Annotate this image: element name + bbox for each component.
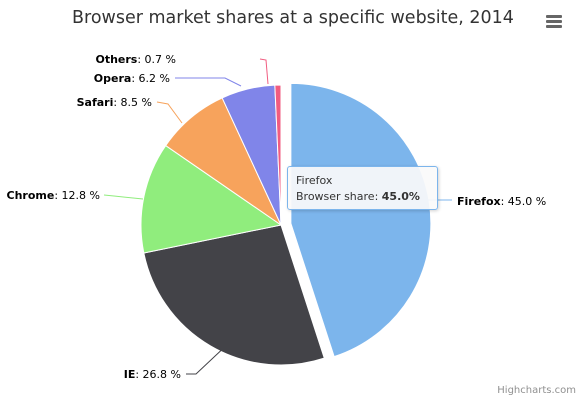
credits-link[interactable]: Highcharts.com [497, 385, 576, 396]
data-label-opera: Opera: 6.2 % [94, 72, 170, 85]
pie-slice-chrome[interactable] [140, 145, 282, 254]
menu-bar-icon [546, 20, 562, 23]
connector-others [259, 58, 269, 85]
pie-slice-others[interactable] [274, 84, 282, 226]
chart-title: Browser market shares at a specific webs… [72, 8, 514, 28]
data-label-others: Others: 0.7 % [95, 53, 176, 66]
menu-bar-icon [546, 15, 562, 18]
data-label-safari: Safari: 8.5 % [77, 96, 152, 109]
pie-slice-firefox[interactable] [290, 82, 432, 358]
data-label-ie: IE: 26.8 % [124, 368, 181, 381]
tooltip: Firefox Browser share: 45.0% [287, 166, 438, 210]
tooltip-series-label: Browser share: [296, 190, 382, 203]
data-label-firefox: Firefox: 45.0 % [457, 195, 546, 208]
tooltip-category: Firefox [296, 174, 333, 187]
menu-bar-icon [546, 25, 562, 28]
connector-safari [156, 101, 183, 124]
data-label-chrome: Chrome: 12.8 % [7, 189, 100, 202]
context-menu-button[interactable] [540, 10, 568, 34]
tooltip-value: 45.0% [381, 190, 420, 203]
pie-slice-ie[interactable] [143, 224, 325, 366]
connector-chrome [103, 194, 144, 200]
connector-opera [175, 77, 242, 87]
connector-ie [186, 341, 231, 375]
tooltip-series-row: Browser share: 45.0% [296, 189, 429, 205]
